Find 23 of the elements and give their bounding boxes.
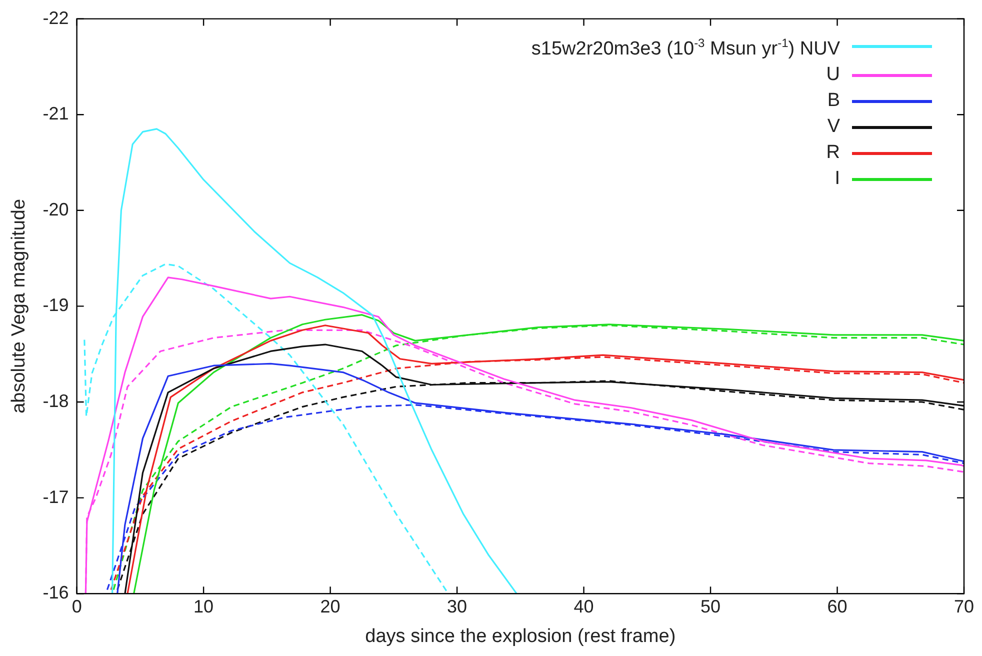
y-tick-label: -16: [42, 582, 69, 603]
y-tick-label: -20: [42, 199, 69, 220]
x-tick-label: 70: [954, 596, 974, 616]
x-tick-label: 30: [447, 596, 468, 616]
x-tick-label: 40: [574, 596, 594, 616]
legend-label: R: [826, 141, 840, 166]
y-tick-label: -18: [42, 390, 69, 411]
legend-label: U: [826, 63, 840, 88]
text: s15w2r20m3e3 (10$^{-3}$ Msun yr$^{-1}$) NUV: [531, 36, 840, 60]
x-tick-label: 20: [320, 596, 340, 616]
legend-label: B: [827, 89, 840, 114]
x-tick-label: 60: [827, 596, 848, 616]
x-tick-label: 10: [194, 596, 214, 616]
y-axis-title: absolute Vega magnitude: [8, 198, 30, 414]
x-tick-label: 50: [700, 596, 721, 616]
x-tick-label: 0: [72, 596, 82, 616]
y-tick-label: -17: [42, 486, 69, 507]
y-tick-label: -21: [42, 104, 69, 124]
legend-label: I: [834, 167, 840, 192]
y-tick-label: -22: [42, 8, 69, 28]
x-axis-title: days since the explosion (rest frame): [365, 626, 676, 647]
y-tick-label: -19: [42, 295, 69, 316]
legend-label: V: [827, 115, 840, 140]
